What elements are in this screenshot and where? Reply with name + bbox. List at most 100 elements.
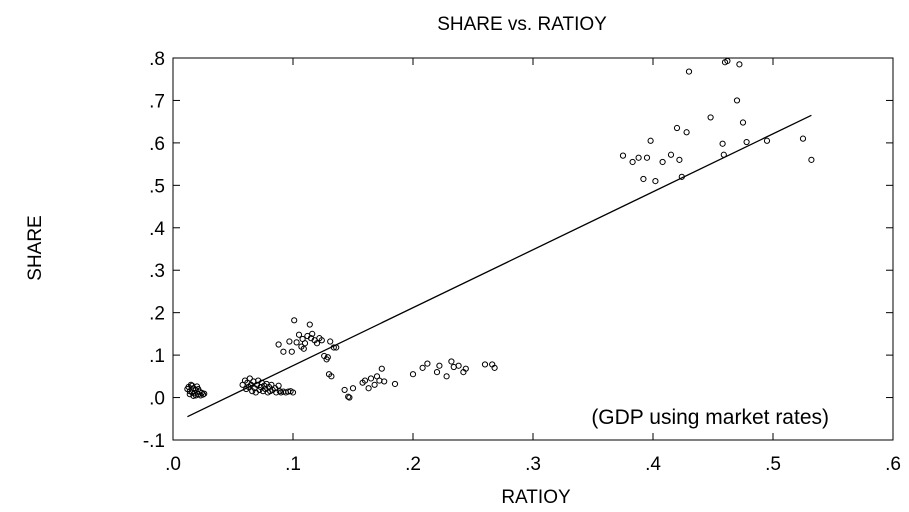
- data-point: [491, 364, 498, 371]
- data-point: [346, 394, 353, 401]
- data-point: [733, 97, 741, 104]
- data-point: [293, 339, 300, 346]
- data-point: [280, 348, 287, 355]
- data-point: [391, 380, 399, 388]
- y-tick-label: .3: [149, 261, 165, 282]
- data-point: [808, 156, 815, 163]
- data-point: [341, 386, 348, 394]
- data-point: [673, 124, 681, 132]
- data-point: [275, 341, 282, 348]
- data-point: [309, 330, 316, 337]
- y-axis-label: SHARE: [25, 215, 46, 280]
- data-point: [189, 382, 196, 389]
- x-tick-label: .3: [525, 454, 541, 475]
- data-point: [276, 388, 283, 395]
- data-point: [409, 371, 417, 378]
- data-point: [190, 392, 197, 399]
- data-point: [365, 385, 372, 392]
- data-point: [318, 337, 325, 344]
- data-point: [378, 365, 385, 372]
- y-tick-label: .7: [149, 91, 165, 112]
- x-tick-label: .6: [885, 454, 901, 475]
- data-point: [635, 154, 642, 161]
- data-point: [799, 135, 807, 142]
- x-tick-label: .4: [645, 454, 661, 475]
- data-point: [724, 57, 731, 65]
- data-point: [246, 375, 253, 382]
- data-point: [327, 338, 334, 345]
- data-point: [313, 340, 321, 347]
- y-tick-label: -.1: [143, 431, 165, 452]
- data-point: [328, 373, 335, 380]
- annotation-text: (GDP using market rates): [591, 406, 829, 429]
- data-point: [361, 377, 369, 384]
- data-point: [743, 138, 750, 146]
- data-point: [455, 362, 462, 369]
- data-point: [676, 156, 683, 163]
- data-point: [739, 119, 747, 126]
- y-tick-label: .6: [149, 134, 165, 155]
- x-tick-label: .0: [165, 454, 181, 475]
- data-point: [436, 362, 443, 369]
- data-point: [349, 385, 357, 392]
- data-point: [685, 68, 693, 75]
- data-point: [424, 360, 431, 367]
- data-point: [707, 114, 714, 121]
- x-tick-label: .1: [285, 454, 301, 475]
- y-tick-label: .8: [149, 49, 165, 70]
- data-points: [184, 57, 815, 401]
- regression-line: [187, 114, 812, 418]
- y-tick-label: .2: [149, 304, 165, 325]
- data-point: [256, 386, 263, 394]
- data-point: [462, 365, 469, 372]
- data-point: [286, 338, 293, 345]
- data-point: [448, 358, 455, 365]
- x-axis-label: RATIOY: [501, 487, 571, 508]
- y-tick-label: .1: [149, 346, 165, 367]
- plot-frame: [172, 57, 894, 441]
- data-point: [345, 393, 352, 400]
- data-point: [640, 175, 647, 183]
- data-point: [643, 154, 651, 161]
- data-point: [683, 129, 690, 136]
- data-point: [619, 152, 627, 159]
- data-point: [300, 345, 307, 352]
- data-point: [301, 340, 309, 347]
- data-point: [288, 348, 295, 355]
- data-point: [629, 158, 636, 166]
- data-point: [289, 389, 297, 396]
- y-tick-label: .5: [149, 176, 165, 197]
- data-point: [381, 378, 388, 385]
- y-tick-label: .0: [149, 389, 165, 410]
- chart-title: SHARE vs. RATIOY: [437, 14, 607, 35]
- data-point: [667, 151, 675, 158]
- data-point: [659, 158, 666, 166]
- data-point: [195, 385, 202, 393]
- data-point: [433, 368, 441, 376]
- data-point: [306, 321, 313, 328]
- data-point: [199, 391, 207, 398]
- data-point: [367, 375, 375, 382]
- data-point: [652, 177, 659, 185]
- data-point: [275, 382, 282, 389]
- y-tick-label: .4: [149, 219, 165, 240]
- data-point: [291, 317, 298, 324]
- data-point: [186, 391, 193, 398]
- data-point: [295, 331, 303, 338]
- y-axis-ticks: .8 .7 .6 .5 .4 .3 .2 .1 .0 -.1: [143, 49, 893, 452]
- x-axis-ticks: .0 .1 .2 .3 .4 .5 .6: [165, 58, 901, 475]
- data-point: [201, 390, 208, 397]
- data-point: [481, 361, 489, 368]
- data-point: [192, 392, 199, 399]
- x-tick-label: .2: [405, 454, 421, 475]
- data-point: [419, 364, 426, 371]
- x-tick-label: .5: [765, 454, 781, 475]
- data-point: [736, 61, 743, 68]
- data-point: [719, 140, 726, 147]
- data-point: [443, 373, 450, 380]
- data-point: [371, 381, 378, 388]
- data-point: [324, 354, 331, 361]
- data-point: [647, 137, 654, 144]
- data-point: [763, 137, 771, 144]
